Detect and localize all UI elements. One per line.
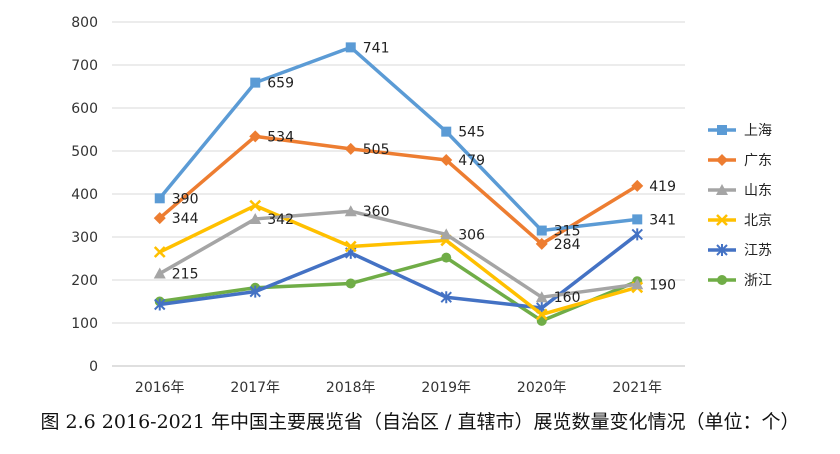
data-point [536,225,547,236]
data-point [345,42,356,53]
x-tick-label: 2018年 [326,380,376,396]
data-label: 360 [363,204,390,220]
data-point [631,278,644,290]
data-point [440,228,453,240]
data-label: 505 [363,142,390,158]
data-label: 545 [458,125,485,141]
data-point [441,252,452,263]
line-chart: 0 100 200 300 400 500 600 700 800 2016年 2017年 2018年… [71,15,772,396]
data-point [249,130,262,143]
data-point [344,240,357,253]
legend-marker [717,275,727,285]
data-point [249,285,261,298]
y-tick-label: 600 [71,101,98,117]
x-tick-label: 2021年 [612,380,662,396]
data-label: 284 [554,237,581,253]
data-point [154,298,166,311]
data-label: 315 [554,224,581,240]
legend-marker [716,184,728,195]
data-point [154,193,165,204]
data-label: 659 [267,76,294,92]
data-point [440,291,452,304]
y-tick-label: 200 [71,273,98,289]
y-tick-label: 100 [71,316,98,332]
data-point [631,228,643,241]
data-label: 344 [172,211,199,227]
data-point [250,77,261,88]
data-label: 741 [363,40,390,56]
y-tick-label: 400 [71,187,98,203]
data-point [535,308,548,321]
data-label: 419 [649,179,676,195]
x-tick-label: 2019年 [421,380,471,396]
data-point [344,142,357,155]
data-point [249,199,262,212]
legend-label: 北京 [744,213,772,229]
data-point [535,237,548,250]
data-point [345,278,356,289]
data-point [344,205,357,217]
data-label: 479 [458,153,485,169]
legend-marker [717,125,727,135]
data-label: 534 [267,129,294,145]
x-tick-label: 2017年 [230,380,280,396]
legend-label: 江苏 [744,243,772,259]
legend-marker [716,244,728,256]
series-line [158,209,639,299]
data-label: 215 [172,267,199,283]
data-label: 341 [649,212,676,228]
data-point [153,212,166,225]
data-point [632,214,643,225]
legend-marker [716,154,728,166]
data-point [535,291,548,303]
legend-marker [716,214,728,226]
legend-label: 上海 [744,123,772,139]
y-tick-label: 500 [71,144,98,160]
series-line [158,134,639,246]
x-tick-label: 2016年 [135,380,185,396]
y-tick-label: 0 [89,359,98,375]
data-point [631,179,644,192]
y-tick-label: 300 [71,230,98,246]
series-line [158,203,639,317]
data-point [440,154,453,167]
data-label: 342 [267,212,294,228]
data-label: 390 [172,191,199,207]
y-tick-label: 800 [71,15,98,31]
legend-label: 广东 [744,153,772,169]
x-tick-label: 2020年 [517,380,567,396]
data-label: 190 [649,277,676,293]
legend-label: 浙江 [744,273,772,289]
y-tick-label: 700 [71,58,98,74]
data-point [441,126,452,137]
data-point [249,212,262,224]
figure-caption: 图 2.6 2016-2021 年中国主要展览省（自治区 / 直辖市）展览数量变… [40,411,800,433]
data-label: 306 [458,227,485,243]
data-point [153,246,166,258]
data-point [153,267,166,279]
series-line [158,45,639,233]
legend-label: 山东 [744,183,772,199]
series-line [158,255,639,323]
data-label: 160 [554,290,581,306]
